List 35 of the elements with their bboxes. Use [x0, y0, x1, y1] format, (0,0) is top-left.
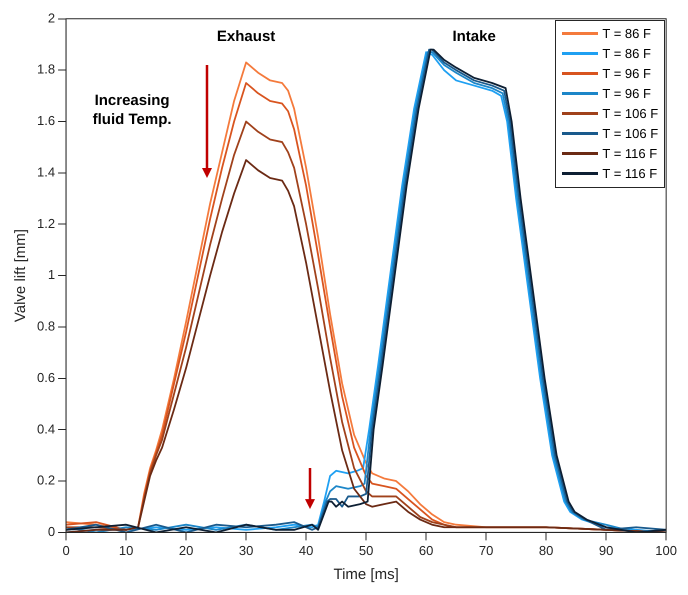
y-tick-label: 1.8 [36, 62, 56, 77]
legend-label: T = 116 F [602, 146, 658, 162]
y-tick-label: 1.2 [36, 216, 56, 231]
legend-label: T = 106 F [602, 126, 658, 142]
y-tick-label: 0 [48, 524, 56, 539]
annotation: Intake [452, 28, 496, 45]
x-tick-label: 20 [178, 542, 194, 558]
x-tick-label: 80 [538, 542, 554, 558]
y-tick-label: 1.6 [36, 113, 56, 128]
x-tick-label: 100 [655, 542, 678, 558]
y-tick-label: 0.4 [36, 421, 56, 436]
y-tick-label: 0.6 [36, 370, 56, 385]
x-tick-label: 30 [238, 542, 254, 558]
y-axis-title: Valve lift [mm] [12, 229, 30, 322]
x-tick-label: 40 [298, 542, 314, 558]
x-tick-label: 60 [418, 542, 434, 558]
y-tick-label: 0.2 [36, 472, 56, 488]
y-tick-label: 2 [48, 10, 56, 26]
x-tick-label: 70 [478, 542, 494, 558]
y-tick-label: 1 [48, 267, 56, 282]
x-axis-title: Time [ms] [333, 566, 399, 584]
annotation: Exhaust [216, 28, 276, 45]
legend-label: T = 106 F [602, 106, 658, 122]
legend-label: T = 86 F [602, 26, 651, 42]
legend-label: T = 96 F [602, 86, 651, 102]
y-tick-label: 0.8 [36, 318, 56, 334]
x-tick-label: 10 [118, 542, 134, 558]
legend-label: T = 116 F [602, 166, 658, 182]
annotation: Increasing fluid Temp. [92, 92, 172, 128]
x-tick-label: 50 [358, 542, 374, 558]
legend-label: T = 96 F [602, 66, 651, 82]
x-tick-label: 0 [62, 542, 70, 558]
legend-label: T = 86 F [602, 46, 651, 62]
x-tick-label: 90 [598, 542, 614, 558]
y-tick-label: 1.4 [36, 164, 56, 180]
